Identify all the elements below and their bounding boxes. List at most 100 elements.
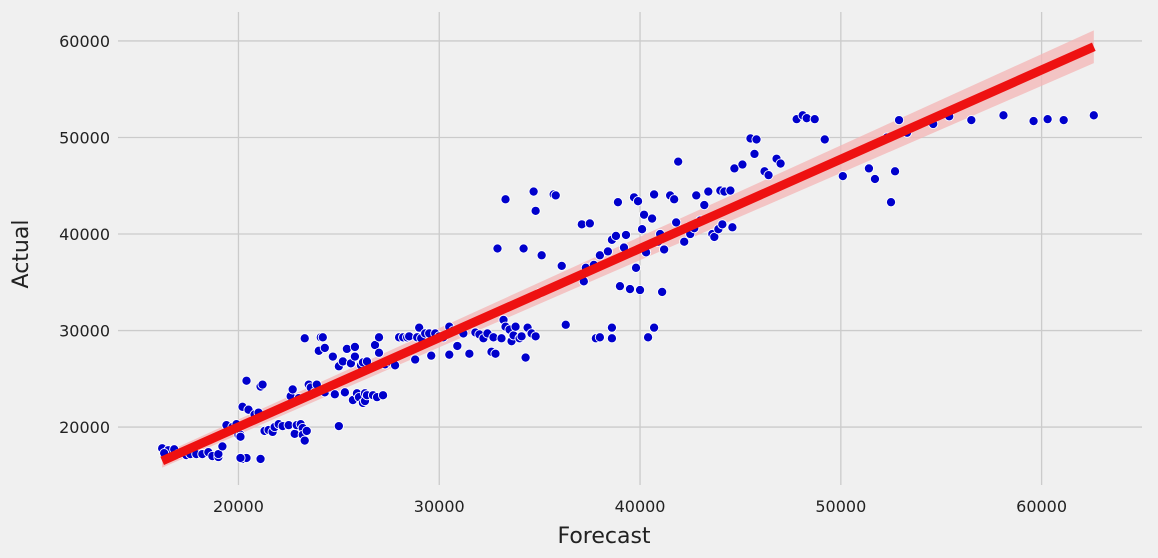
scatter-point [496, 333, 507, 344]
scatter-point [998, 110, 1009, 121]
y-tick-label: 40000 [59, 225, 110, 244]
scatter-point [377, 390, 389, 401]
scatter-point [556, 260, 567, 271]
scatter-point [299, 435, 310, 446]
scatter-point [444, 349, 455, 360]
scatter-point [699, 200, 710, 211]
scatter-point [257, 379, 268, 390]
scatter-point [763, 170, 774, 181]
scatter-point [528, 186, 539, 197]
scatter-point [1088, 110, 1099, 121]
scatter-point [327, 351, 338, 362]
x-tick-label: 60000 [1016, 497, 1067, 516]
y-tick-labels: 20000 30000 40000 50000 60000 [59, 32, 110, 437]
scatter-point [500, 194, 511, 205]
scatter-point [727, 222, 738, 233]
scatter-point [213, 449, 224, 460]
x-axis-title: Forecast [557, 524, 650, 549]
scatter-point [624, 283, 636, 295]
y-tick-label: 30000 [59, 322, 110, 341]
scatter-point [636, 224, 648, 235]
scatter-point [594, 250, 605, 261]
scatter-point [610, 230, 621, 242]
scatter-point [518, 243, 529, 254]
y-tick-label: 50000 [59, 128, 110, 147]
x-tick-label: 30000 [414, 497, 465, 516]
scatter-point [869, 173, 881, 185]
scatter-point [709, 231, 720, 242]
scatter-point [679, 236, 690, 247]
x-tick-label: 40000 [615, 497, 666, 516]
scatter-point [691, 190, 702, 201]
scatter-point [643, 332, 654, 343]
scatter-point [550, 190, 561, 201]
scatter-point [634, 284, 646, 296]
scatter-point [530, 331, 541, 342]
scatter-point [217, 441, 228, 452]
scatter-point [606, 333, 617, 344]
y-tick-label: 60000 [59, 32, 110, 51]
scatter-point [737, 159, 748, 170]
scatter-point [639, 209, 650, 220]
scatter-point [287, 384, 298, 395]
scatter-point [885, 197, 897, 208]
x-tick-label: 50000 [815, 497, 866, 516]
scatter-point [1042, 114, 1053, 125]
scatter-point [649, 189, 660, 200]
scatter-point [659, 244, 670, 255]
scatter-point [703, 186, 714, 197]
y-gridlines [118, 40, 1142, 428]
scatter-point [775, 158, 786, 169]
scatter-point [966, 115, 977, 126]
x-tick-labels: 20000 30000 40000 50000 60000 [213, 497, 1067, 516]
scatter-point [612, 197, 624, 208]
scatter-point [349, 351, 360, 362]
scatter-point [235, 431, 246, 442]
scatter-point [319, 342, 330, 353]
scatter-point [649, 322, 660, 333]
regression-line-group [160, 42, 1096, 465]
scatter-point [602, 246, 613, 257]
scatter-point [1058, 115, 1069, 126]
scatter-point [369, 339, 381, 351]
scatter-point [751, 134, 762, 145]
scatter-point [530, 205, 541, 216]
scatter-point [349, 341, 360, 353]
scatter-point [301, 425, 312, 436]
scatter-point [819, 134, 830, 145]
scatter-point [717, 219, 728, 230]
scatter-point [339, 387, 350, 398]
scatter-point [410, 354, 421, 365]
scatter-point [299, 333, 310, 344]
scatter-point [837, 171, 848, 182]
scatter-point [464, 348, 475, 359]
scatter-point [373, 332, 385, 343]
scatter-point [809, 114, 820, 125]
scatter-point [614, 281, 626, 292]
scatter-point [584, 218, 595, 229]
scatter-point [426, 350, 437, 361]
scatter-point [1028, 116, 1039, 127]
regression-line [160, 42, 1096, 465]
scatter-point [863, 163, 874, 174]
scatter-point [671, 217, 682, 228]
scatter-point [516, 331, 527, 342]
scatter-point [333, 421, 344, 432]
scatter-point [594, 332, 605, 343]
scatter-point [490, 348, 501, 359]
scatter-point [894, 115, 905, 126]
scatter-point [510, 321, 521, 332]
scatter-point [749, 148, 760, 159]
y-tick-label: 20000 [59, 418, 110, 437]
scatter-point [560, 319, 571, 330]
scatter-point [317, 332, 328, 343]
scatter-point [647, 213, 658, 224]
scatter-point [235, 452, 246, 464]
scatter-point [729, 163, 740, 174]
scatter-point [414, 322, 425, 333]
y-axis-title: Actual [9, 220, 34, 289]
scatter-point [889, 166, 901, 177]
scatter-point [630, 262, 642, 273]
scatter-point [657, 286, 668, 297]
